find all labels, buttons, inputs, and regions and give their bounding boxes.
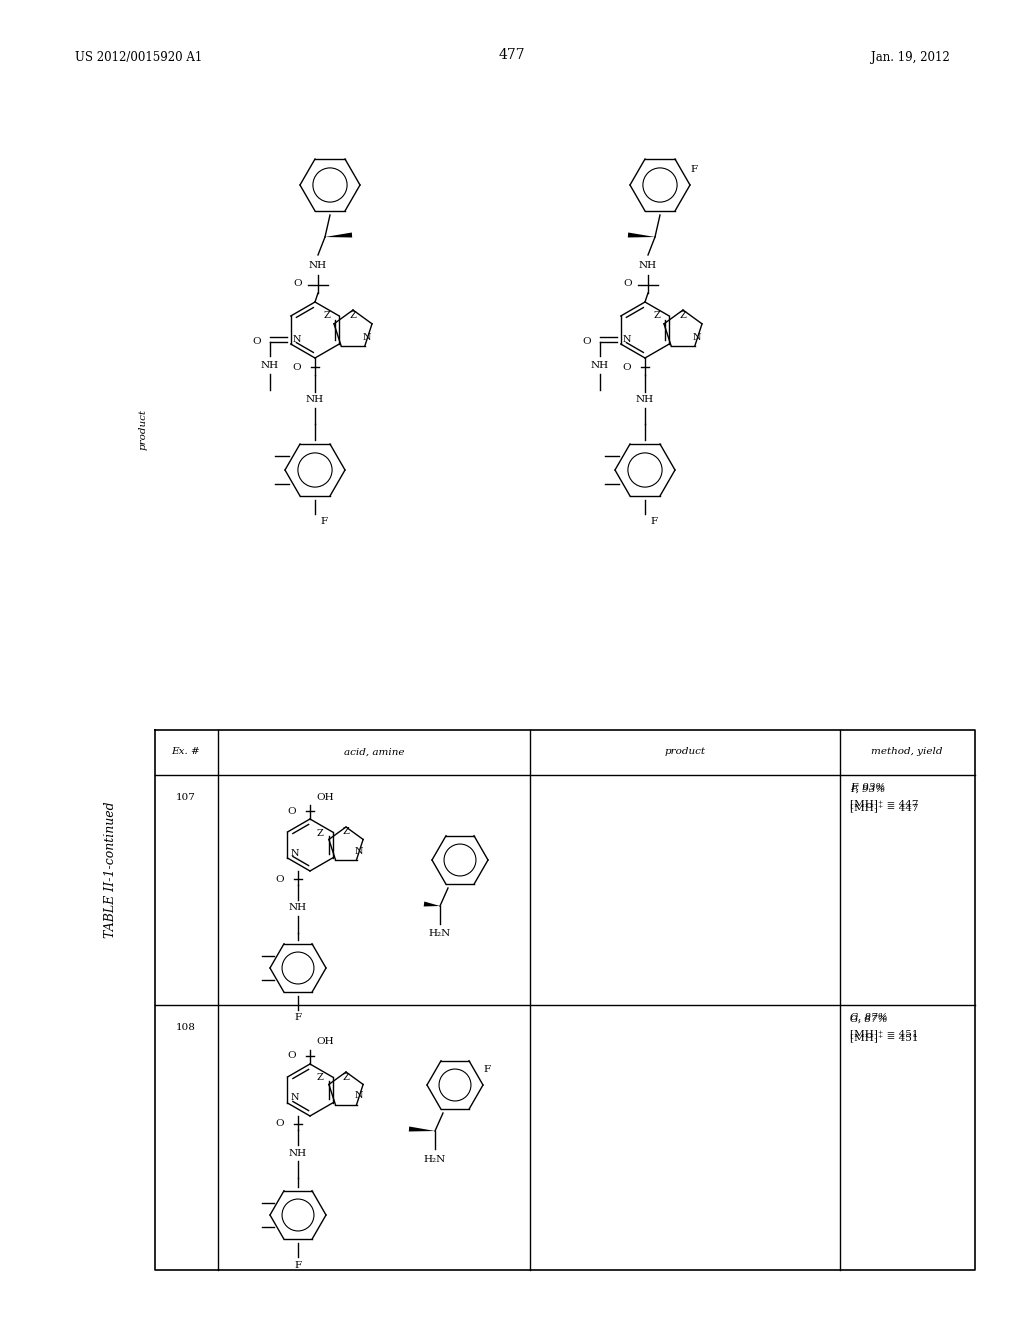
Polygon shape xyxy=(409,1126,435,1131)
Text: G, 87%: G, 87% xyxy=(850,1012,888,1022)
Text: product: product xyxy=(665,747,706,756)
Text: Z: Z xyxy=(343,828,349,837)
Text: TABLE II-1-continued: TABLE II-1-continued xyxy=(103,801,117,939)
Text: US 2012/0015920 A1: US 2012/0015920 A1 xyxy=(75,51,203,65)
Text: acid, amine: acid, amine xyxy=(344,747,404,756)
Text: N: N xyxy=(291,1093,299,1102)
Text: [MH]⁺ = 451: [MH]⁺ = 451 xyxy=(850,1030,919,1038)
Text: N: N xyxy=(354,846,364,855)
Text: Z: Z xyxy=(343,1072,349,1081)
Text: [MH]⁺ = 451: [MH]⁺ = 451 xyxy=(850,1034,919,1041)
Text: NH: NH xyxy=(289,903,307,912)
Text: G, 87%: G, 87% xyxy=(850,1015,888,1024)
Text: product: product xyxy=(138,409,147,450)
Text: Z: Z xyxy=(653,312,660,321)
Text: Jan. 19, 2012: Jan. 19, 2012 xyxy=(871,51,950,65)
Text: Z: Z xyxy=(680,312,686,321)
Text: F: F xyxy=(319,517,327,527)
Text: Z: Z xyxy=(349,312,356,321)
Text: OH: OH xyxy=(316,792,334,801)
Text: NH: NH xyxy=(639,261,657,271)
Text: [MH]⁺ = 447: [MH]⁺ = 447 xyxy=(850,803,919,812)
Text: O: O xyxy=(624,280,632,289)
Text: O: O xyxy=(583,338,591,346)
Text: O: O xyxy=(252,338,261,346)
Text: Ex. #: Ex. # xyxy=(172,747,201,756)
Text: NH: NH xyxy=(289,1148,307,1158)
Text: OH: OH xyxy=(316,1038,334,1047)
Text: O: O xyxy=(275,874,284,883)
Text: N: N xyxy=(362,334,372,342)
Polygon shape xyxy=(325,232,352,238)
Text: NH: NH xyxy=(636,396,654,404)
Polygon shape xyxy=(628,232,655,238)
Text: NH: NH xyxy=(261,360,280,370)
Text: Z: Z xyxy=(316,1073,324,1082)
Text: O: O xyxy=(293,363,301,371)
Text: N: N xyxy=(623,335,631,345)
Text: 108: 108 xyxy=(176,1023,196,1032)
Text: H₂N: H₂N xyxy=(424,1155,446,1163)
Text: O: O xyxy=(293,280,302,289)
Text: O: O xyxy=(288,807,296,816)
Text: method, yield: method, yield xyxy=(871,747,943,756)
Text: H₂N: H₂N xyxy=(429,929,452,939)
Text: O: O xyxy=(288,1052,296,1060)
Text: NH: NH xyxy=(309,261,327,271)
Text: F: F xyxy=(483,1065,490,1074)
Text: 477: 477 xyxy=(499,48,525,62)
Text: O: O xyxy=(623,363,631,371)
Text: Z: Z xyxy=(324,312,331,321)
Text: NH: NH xyxy=(306,396,324,404)
Text: N: N xyxy=(354,1092,364,1101)
Text: F: F xyxy=(650,517,657,527)
Text: Z: Z xyxy=(316,829,324,837)
Text: N: N xyxy=(693,334,701,342)
Text: 107: 107 xyxy=(176,793,196,803)
Text: O: O xyxy=(275,1119,284,1129)
Polygon shape xyxy=(424,902,440,907)
Text: F: F xyxy=(295,1261,301,1270)
Text: F, 93%: F, 93% xyxy=(850,783,886,792)
Text: N: N xyxy=(291,849,299,858)
Text: F: F xyxy=(690,165,697,174)
Text: F: F xyxy=(295,1014,301,1023)
Text: [MH]⁺ = 447: [MH]⁺ = 447 xyxy=(850,799,919,808)
Text: N: N xyxy=(293,335,301,345)
Text: F, 93%: F, 93% xyxy=(850,785,886,795)
Text: NH: NH xyxy=(591,360,609,370)
